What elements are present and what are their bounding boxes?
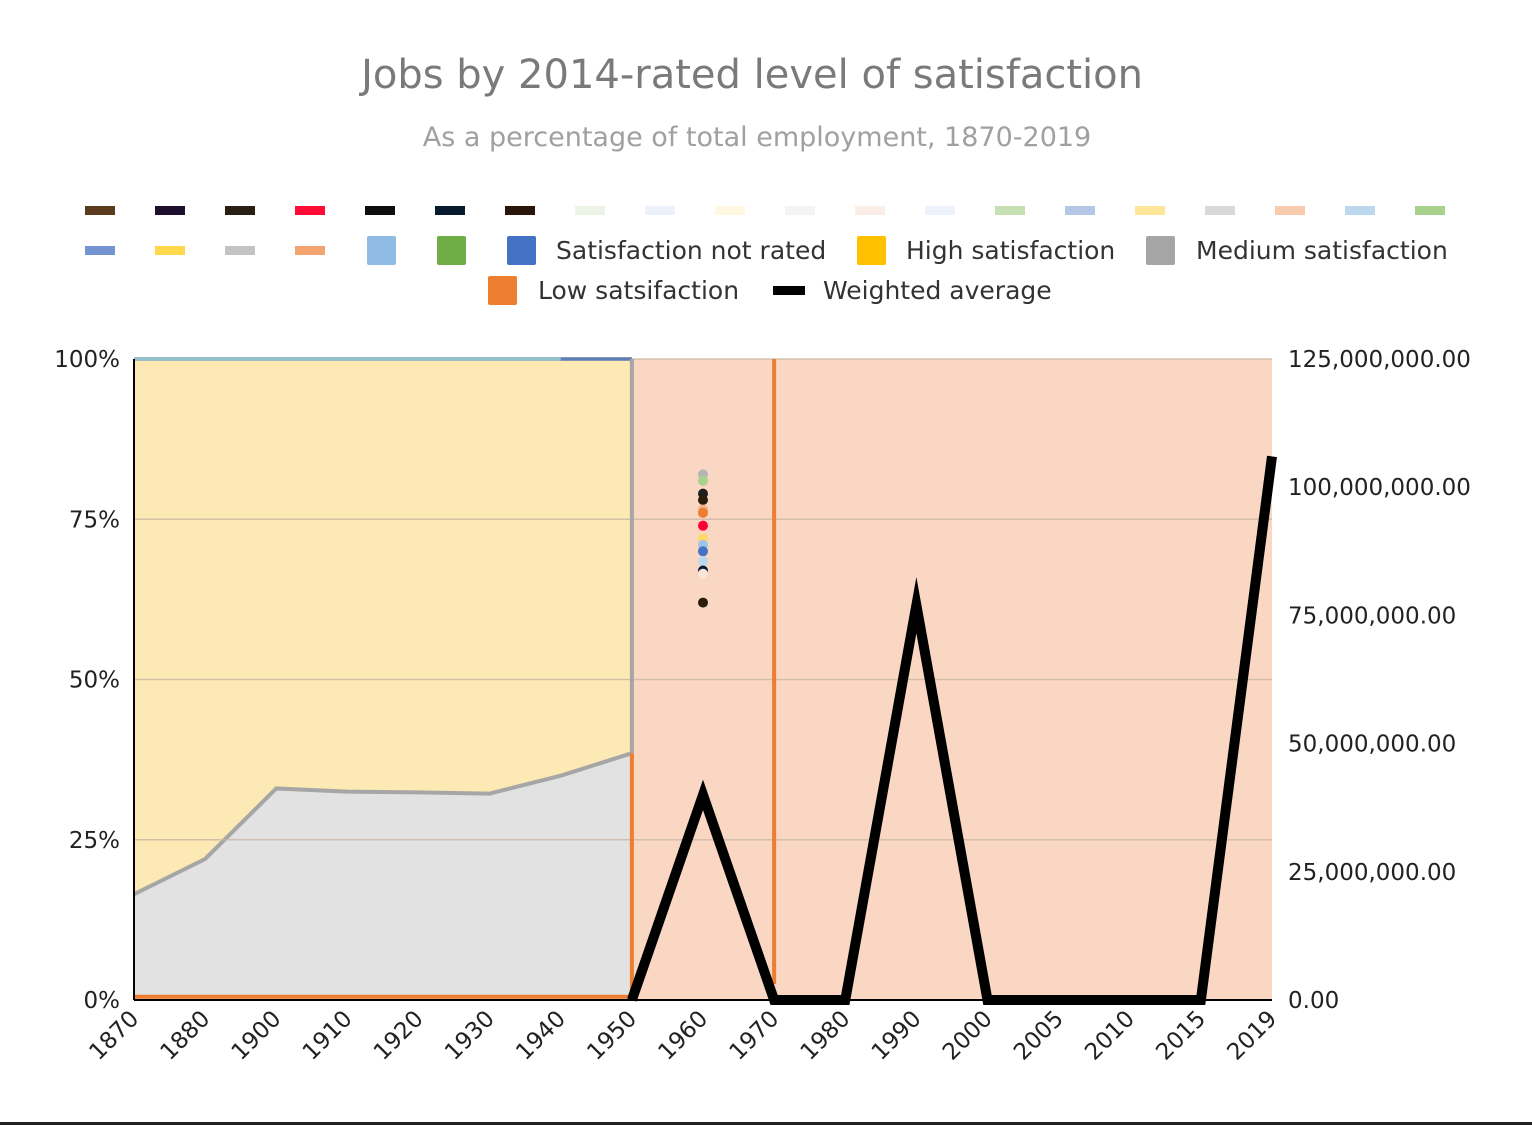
legend-marker [85, 246, 115, 255]
x-tick-label: 2010 [1080, 1006, 1140, 1066]
x-tick-label: 2015 [1151, 1006, 1211, 1066]
x-tick-label: 1970 [725, 1006, 785, 1066]
x-tick-label: 1900 [227, 1006, 287, 1066]
x-tick-label: 1990 [867, 1006, 927, 1066]
left-tick-label: 25% [69, 828, 120, 854]
left-axis-ticks: 0% 25% 50% 75% 100% [54, 347, 120, 1014]
x-tick-label: 1920 [369, 1006, 429, 1066]
legend-swatch [1146, 236, 1175, 265]
x-tick-label: 2019 [1222, 1006, 1282, 1066]
scatter-point [698, 495, 708, 506]
legend-label: High satisfaction [906, 236, 1115, 265]
legend-marker [995, 206, 1025, 215]
area-edge-medium [133, 751, 633, 897]
legend-marker [295, 206, 325, 215]
legend-swatch [857, 236, 886, 265]
x-tick-label: 1910 [298, 1006, 358, 1066]
lines-layer [134, 357, 777, 1000]
scatter-point [698, 597, 708, 608]
x-tick-label: 1960 [653, 1006, 713, 1066]
legend-marker [365, 206, 395, 215]
legend-swatch [773, 286, 805, 295]
legend-label: Weighted average [823, 276, 1052, 305]
legend-swatch [507, 236, 536, 265]
legend-marker [1345, 206, 1375, 215]
legend-swatch [488, 276, 517, 305]
axes [133, 359, 1272, 1001]
legend-marker [785, 206, 815, 215]
x-tick-label: 1930 [440, 1006, 500, 1066]
legend-marker [435, 206, 465, 215]
legend-marker [1135, 206, 1165, 215]
legend-marker [1275, 206, 1305, 215]
legend-marker [155, 206, 185, 215]
right-tick-label: 75,000,000.00 [1288, 603, 1456, 629]
legend-marker [715, 206, 745, 215]
legend-marker [575, 206, 605, 215]
x-tick-label: 1940 [511, 1006, 571, 1066]
legend-marker [225, 206, 255, 215]
scatter-point [698, 555, 708, 566]
legend-marker [155, 246, 185, 255]
legend-marker [295, 246, 325, 255]
plot-area [133, 357, 1277, 1005]
left-tick-label: 100% [54, 347, 120, 373]
legend-label: Satisfaction not rated [556, 236, 826, 265]
x-tick-label: 1950 [582, 1006, 642, 1066]
scatter-layer [698, 469, 708, 608]
x-tick-label: 2000 [938, 1006, 998, 1066]
legend: Satisfaction not rated High satisfaction M… [85, 206, 1448, 305]
right-tick-label: 50,000,000.00 [1288, 732, 1456, 758]
legend-label: Low satsifaction [538, 276, 739, 305]
scatter-point [698, 475, 708, 486]
right-tick-label: 0.00 [1288, 988, 1339, 1014]
legend-marker [855, 206, 885, 215]
x-tick-label: 1980 [796, 1006, 856, 1066]
right-tick-label: 125,000,000.00 [1288, 347, 1471, 373]
scatter-point [698, 520, 708, 531]
right-tick-label: 25,000,000.00 [1288, 860, 1456, 886]
legend-marker [85, 206, 115, 215]
legend-marker [925, 206, 955, 215]
area-medium [134, 753, 632, 1000]
right-tick-label: 100,000,000.00 [1288, 475, 1471, 501]
legend-marker [645, 206, 675, 215]
legend-label: Medium satisfaction [1196, 236, 1448, 265]
x-tick-label: 1870 [84, 1006, 144, 1066]
legend-square [437, 236, 466, 265]
scatter-point [698, 507, 708, 518]
legend-marker [225, 246, 255, 255]
legend-marker [1065, 206, 1095, 215]
x-axis-ticks: 1870 1880 1900 1910 1920 1930 1940 1950 1960 1970… [84, 1006, 1282, 1066]
chart-title: Jobs by 2014-rated level of satisfaction [358, 52, 1143, 98]
legend-marker [505, 206, 535, 215]
right-axis-ticks: 0.00 25,000,000.00 50,000,000.00 75,000,000… [1288, 347, 1471, 1014]
left-tick-label: 0% [84, 988, 121, 1014]
legend-square [367, 236, 396, 265]
legend-marker [1415, 206, 1445, 215]
legend-marker [1205, 206, 1235, 215]
x-tick-label: 2005 [1009, 1006, 1069, 1066]
chart-subtitle: As a percentage of total employment, 187… [423, 122, 1091, 153]
scatter-point [698, 568, 708, 579]
bottom-rule [0, 1122, 1532, 1125]
left-tick-label: 50% [69, 668, 120, 694]
x-tick-label: 1880 [156, 1006, 216, 1066]
scatter-point [698, 546, 708, 557]
left-tick-label: 75% [69, 507, 120, 533]
